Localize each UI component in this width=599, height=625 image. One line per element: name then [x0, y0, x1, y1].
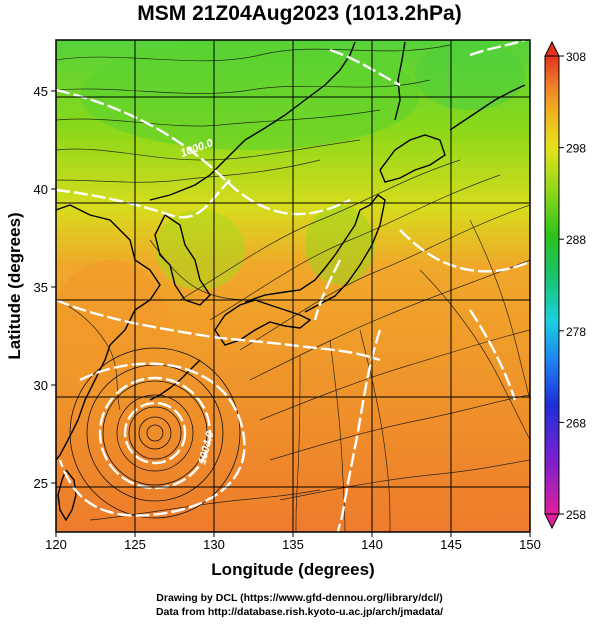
- colorbar-ticks: 308 298 288 278 268 258: [559, 50, 586, 522]
- streamline: [329, 339, 346, 532]
- x-tick-label: 130: [203, 537, 225, 552]
- colorbar-tick-label: 288: [566, 233, 586, 247]
- streamline: [56, 159, 321, 183]
- isobar: [469, 309, 517, 401]
- streamline: [469, 219, 530, 401]
- typhoon-ring: [138, 416, 172, 450]
- coastline-korea: [154, 214, 211, 306]
- coastline-kuril: [449, 84, 526, 131]
- colorbar-min-arrow: [544, 513, 560, 530]
- streamline: [239, 204, 530, 351]
- colorbar-tick-label: 308: [566, 50, 586, 64]
- x-axis-label: Longitude (degrees): [211, 560, 374, 579]
- coastline-honshu: [244, 194, 386, 313]
- isobar: [329, 48, 401, 87]
- isobars: [56, 40, 530, 532]
- colorbar-tick-label: 278: [566, 325, 586, 339]
- typhoon-ring: [128, 406, 182, 460]
- typhoon-ring: [86, 364, 224, 502]
- isobar: [469, 40, 526, 57]
- typhoon-ring: [102, 380, 208, 486]
- colorbar-scale: [544, 55, 560, 515]
- x-axis-ticks: 120 125 130 135 140 145 150: [45, 532, 541, 552]
- coastline-hokkaido: [379, 134, 446, 183]
- isobar: [313, 259, 342, 321]
- isobar: [336, 329, 382, 532]
- streamline: [56, 139, 361, 161]
- streamline: [279, 459, 530, 501]
- typhoon-ring: [69, 347, 241, 519]
- colorbar: 308 298 288 278 268 258: [544, 40, 586, 530]
- isobar: [56, 88, 351, 216]
- streamline: [419, 269, 530, 441]
- map-overlays: 1000.0 1004.0: [56, 40, 530, 532]
- x-tick-label: 120: [45, 537, 67, 552]
- colorbar-max-arrow: [544, 40, 560, 57]
- grid: [56, 40, 530, 532]
- coastline-ryukyu: [149, 359, 201, 401]
- streamline: [209, 174, 501, 321]
- credit-drawing: Drawing by DCL (https://www.gfd-dennou.o…: [156, 592, 443, 604]
- y-tick-label: 25: [34, 476, 48, 491]
- colorbar-tick-label: 258: [566, 508, 586, 522]
- isobar: [58, 362, 246, 517]
- coastline-kyushu-shikoku: [214, 299, 312, 346]
- isobar-typhoon-inner: [123, 401, 187, 465]
- y-axis-label: Latitude (degrees): [5, 212, 24, 359]
- y-tick-label: 30: [34, 378, 48, 393]
- typhoon-ring: [146, 424, 164, 442]
- map-title: MSM 21Z04Aug2023 (1013.2hPa): [137, 2, 462, 25]
- streamline: [56, 44, 451, 62]
- x-tick-label: 140: [361, 537, 383, 552]
- isobar: [56, 179, 231, 219]
- isobar: [399, 229, 530, 273]
- cool-patch-northeast: [415, 40, 525, 110]
- streamline: [269, 394, 530, 461]
- x-tick-label: 150: [519, 537, 541, 552]
- streamline: [179, 159, 461, 301]
- y-tick-label: 45: [34, 84, 48, 99]
- x-tick-label: 135: [282, 537, 304, 552]
- cool-patch-korea: [155, 210, 245, 290]
- y-tick-label: 40: [34, 182, 48, 197]
- streamline: [249, 259, 530, 381]
- x-tick-label: 145: [440, 537, 462, 552]
- streamline: [56, 109, 381, 127]
- isobar: [56, 298, 381, 362]
- colorbar-tick-label: 268: [566, 416, 586, 430]
- coastline-korea-north: [149, 139, 246, 201]
- coastline-taiwan: [57, 469, 77, 522]
- isobar-typhoon-outer: [98, 376, 212, 490]
- streamline: [259, 329, 530, 421]
- x-tick-label: 125: [124, 537, 146, 552]
- credit-data: Data from http://database.rish.kyoto-u.a…: [155, 606, 444, 618]
- cool-patch-japan: [305, 205, 375, 285]
- cool-patch-north: [80, 40, 420, 150]
- typhoon-ring: [116, 394, 194, 472]
- coastline-sakhalin: [394, 41, 406, 121]
- streamline: [359, 329, 391, 532]
- y-axis-ticks: 25 30 35 40 45: [34, 84, 56, 491]
- typhoon-spiral: [69, 347, 241, 519]
- colorbar-tick-label: 298: [566, 142, 586, 156]
- streamline: [295, 354, 301, 532]
- y-tick-label: 35: [34, 280, 48, 295]
